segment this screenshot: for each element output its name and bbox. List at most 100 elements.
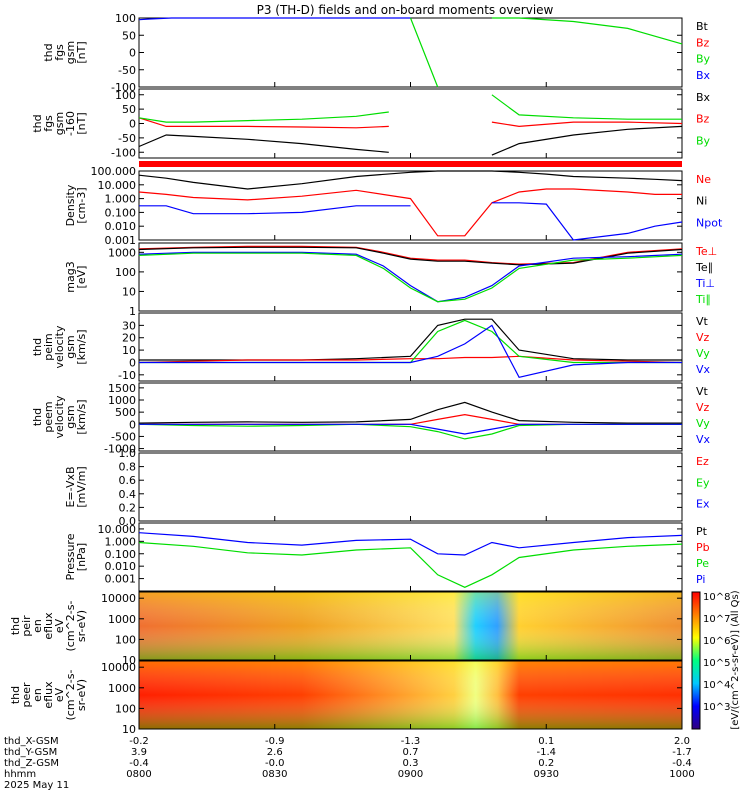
y-axis-label: sr-eV)	[75, 610, 88, 642]
y-axis-label: mag3	[64, 261, 77, 292]
footer-value: -0.0	[265, 758, 285, 769]
footer-value: 2.0	[674, 736, 690, 747]
y-tick-label: 1000	[108, 246, 136, 259]
y-tick-label: 0.010	[105, 560, 137, 573]
y-tick-label: 10	[122, 344, 136, 357]
y-tick-label: 0.0	[119, 515, 137, 528]
y-tick-label: 0.2	[119, 501, 137, 514]
series-line-Vt	[139, 318, 682, 361]
series-line-Vx	[139, 324, 682, 378]
y-tick-label: 1500	[108, 382, 136, 395]
y-axis-label: [mV/m]	[75, 466, 88, 507]
y-tick-label: 0.001	[105, 234, 137, 247]
legend-label-Ey: Ey	[696, 476, 710, 489]
footer-value: -0.2	[129, 736, 149, 747]
legend-label-Npot: Npot	[696, 216, 723, 229]
y-tick-label: 10.000	[98, 179, 137, 192]
panel-frame	[138, 312, 683, 382]
legend-label-Te⊥: Te⊥	[695, 245, 717, 258]
y-tick-label: 100	[115, 89, 136, 102]
legend-label-Ez: Ez	[696, 455, 709, 468]
y-tick-label: -1000	[104, 443, 136, 456]
y-tick-label: 10	[122, 723, 136, 736]
y-axis-label: en	[31, 619, 44, 633]
y-tick-label: 50	[122, 29, 136, 42]
y-axis-label: fgs	[42, 115, 55, 132]
y-tick-label: -10	[118, 369, 136, 382]
y-axis-label: gsm	[64, 41, 77, 64]
footer-value: -1.7	[672, 747, 692, 758]
colorbar-tick: 10^8	[703, 592, 730, 603]
y-axis-label: (cm^2-s-	[64, 670, 77, 721]
y-tick-label: 0.100	[105, 548, 137, 561]
y-axis-label: E=-VxB	[64, 466, 77, 507]
legend-label-Vy: Vy	[696, 347, 710, 360]
y-tick-label: 1.0	[119, 447, 137, 460]
y-axis-label: gsm	[64, 405, 77, 428]
y-axis-label: peim	[42, 333, 55, 361]
y-axis-label: peem	[42, 401, 55, 432]
spectrogram-overlay	[139, 661, 682, 729]
footer-value: -0.4	[672, 758, 692, 769]
y-axis-label: thd	[9, 686, 22, 704]
series-line-Npot	[139, 202, 683, 241]
footer-value: 3.9	[131, 747, 147, 758]
colorbar-label: [eV/(cm^2-s-sr-eV)] (All Qs)	[730, 590, 741, 729]
legend-label-Vx: Vx	[696, 363, 711, 376]
legend-label-Bx: Bx	[696, 69, 711, 82]
y-tick-label: 10000	[101, 661, 136, 674]
y-axis-label: eflux	[42, 681, 55, 709]
legend-label-Pb: Pb	[696, 541, 710, 554]
y-tick-label: 1.000	[105, 193, 137, 206]
y-tick-label: 0	[129, 118, 136, 131]
y-axis-label: [nT]	[75, 41, 88, 63]
y-axis-label: eV	[53, 687, 66, 702]
panel-frame	[138, 452, 683, 522]
footer-row-label: thd_Y-GSM	[4, 747, 57, 758]
y-axis-label: velocity	[53, 325, 66, 368]
y-axis-label: gsm	[64, 335, 77, 358]
footer-row-label: 2025 May 11	[4, 780, 69, 791]
y-axis-label: [nPa]	[75, 543, 88, 571]
y-tick-label: 0.8	[119, 461, 137, 474]
footer-value: 0830	[262, 769, 287, 780]
y-tick-label: 0.100	[105, 206, 137, 219]
y-axis-label: [km/s]	[75, 329, 88, 364]
y-tick-label: 10	[122, 285, 136, 298]
panel-frame	[138, 88, 683, 159]
footer-value: 0.1	[538, 736, 554, 747]
series-line-Vx	[139, 423, 682, 435]
y-axis-label: Pressure	[64, 533, 77, 580]
y-axis-label: thd	[31, 408, 44, 426]
series-line-Bx	[138, 17, 411, 21]
footer-value: 0900	[398, 769, 423, 780]
series-line-Ti∥	[138, 252, 683, 303]
y-tick-label: -100	[111, 81, 136, 94]
legend-label-Bz: Bz	[696, 36, 710, 49]
y-axis-label: sr-eV)	[75, 679, 88, 711]
legend-label-Pe: Pe	[696, 557, 709, 570]
colorbar: 10^8 10^7 10^6 10^5 10^4 10^3 [eV/(cm^2-s-sr-e…	[691, 590, 741, 730]
footer-value: 1000	[669, 769, 694, 780]
legend-label-Te∥: Te∥	[695, 261, 713, 274]
y-tick-label: 0.010	[105, 220, 137, 233]
series-line-Vz	[138, 355, 683, 364]
legend-label-Pt: Pt	[696, 525, 708, 538]
y-axis-label: [eV]	[75, 266, 88, 289]
panel-peer_spectrogram: 10000 1000 100 10 thdpeerenefluxeV(cm^2-s-sr…	[9, 660, 683, 736]
footer-value: -1.4	[536, 747, 556, 758]
y-tick-label: 100	[115, 12, 136, 25]
y-tick-label: 0	[129, 47, 136, 60]
y-tick-label: 10.000	[98, 523, 137, 536]
footer-value: 0.7	[403, 747, 419, 758]
footer-value: 2.6	[267, 747, 283, 758]
legend-label-Pi: Pi	[696, 573, 705, 586]
y-axis-label: eflux	[42, 612, 55, 640]
y-axis-label: thd	[31, 338, 44, 356]
y-axis-label: [nT]	[75, 112, 88, 134]
panel-frame	[138, 382, 683, 452]
